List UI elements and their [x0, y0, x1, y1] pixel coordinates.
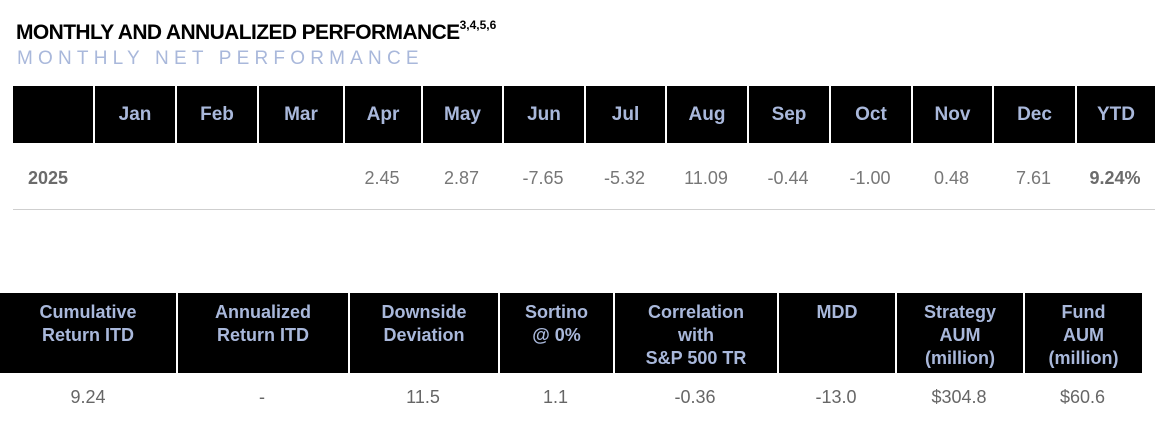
header-line: (million): [925, 348, 995, 368]
row-divider: [13, 209, 1155, 210]
title-footnote-refs: 3,4,5,6: [459, 18, 497, 32]
cell-annualized-return: -: [259, 386, 265, 407]
header-line: Annualized: [214, 302, 311, 322]
header-cell-blank: [13, 86, 93, 143]
cell-dec: 7.61: [1015, 167, 1052, 188]
header-line: (million): [1048, 348, 1119, 368]
header-cell-feb: Feb: [175, 86, 257, 143]
header-line: S&P 500 TR: [645, 348, 747, 368]
page-title: MONTHLY AND ANNUALIZED PERFORMANCE3,4,5,…: [16, 18, 497, 45]
cell-sep: -0.44: [767, 167, 809, 188]
cell-cumulative-return: 9.24: [70, 386, 106, 407]
header-cell-nov: Nov: [911, 86, 992, 143]
header-line: Fund: [1061, 302, 1106, 322]
cell-apr: 2.45: [364, 167, 400, 188]
header-fund-aum: Fund AUM (million): [1023, 293, 1142, 373]
header-cell-mar: Mar: [257, 86, 343, 143]
cell-strategy-aum: $304.8: [931, 386, 987, 407]
header-mdd: MDD: [777, 293, 895, 373]
cell-oct: -1.00: [849, 167, 891, 188]
header-line: Downside: [381, 302, 467, 322]
header-line: with: [678, 325, 714, 345]
header-line: Return ITD: [217, 325, 309, 345]
table-row: 9.24 - 11.5 1.1 -0.36 -13.0 $304.8 $60.6: [0, 378, 1142, 416]
cell-jan: [93, 150, 175, 206]
cell-correlation: -0.36: [674, 386, 716, 407]
header-cell-oct: Oct: [829, 86, 911, 143]
header-line: AUM: [1063, 325, 1104, 345]
cell-jul: -5.32: [603, 167, 646, 188]
header-cell-jan: Jan: [93, 86, 175, 143]
cell-feb: [175, 150, 257, 206]
header-cumulative-return: Cumulative Return ITD: [0, 293, 176, 373]
header-line: Strategy: [923, 302, 997, 322]
cell-jun: -7.65: [522, 167, 564, 188]
monthly-table-header: Jan Feb Mar Apr May Jun Jul Aug Sep Oct …: [13, 86, 1155, 143]
header-line: MDD: [816, 302, 858, 322]
title-text: MONTHLY AND ANNUALIZED PERFORMANCE: [16, 21, 460, 44]
header-cell-ytd: YTD: [1075, 86, 1155, 143]
header-line: Cumulative: [39, 302, 137, 322]
cell-mdd: -13.0: [815, 386, 857, 407]
header-cell-jun: Jun: [502, 86, 584, 143]
header-cell-apr: Apr: [343, 86, 421, 143]
header-cell-dec: Dec: [992, 86, 1075, 143]
section-subtitle: MONTHLY NET PERFORMANCE: [17, 48, 424, 69]
cell-sortino: 1.1: [542, 386, 569, 407]
cell-fund-aum: $60.6: [1059, 386, 1106, 407]
stats-table-header: Cumulative Return ITD Annualized Return …: [0, 293, 1142, 373]
row-year: 2025: [28, 167, 69, 188]
header-cell-may: May: [421, 86, 502, 143]
cell-nov: 0.48: [933, 167, 970, 188]
table-row: 2025 2.45 2.87 -7.65 -5.32 11.09 -0.44 -…: [13, 150, 1155, 206]
header-cell-jul: Jul: [584, 86, 665, 143]
header-line: @ 0%: [532, 325, 581, 345]
header-annualized-return: Annualized Return ITD: [176, 293, 348, 373]
header-downside-deviation: Downside Deviation: [348, 293, 498, 373]
header-line: Return ITD: [42, 325, 134, 345]
cell-downside-deviation: 11.5: [406, 386, 440, 407]
cell-ytd: 9.24%: [1089, 167, 1141, 188]
cell-aug: 11.09: [684, 167, 728, 188]
cell-mar: [257, 150, 343, 206]
header-strategy-aum: Strategy AUM (million): [895, 293, 1023, 373]
header-cell-sep: Sep: [747, 86, 829, 143]
header-line: Deviation: [383, 325, 465, 345]
header-cell-aug: Aug: [665, 86, 747, 143]
header-line: Sortino: [525, 302, 588, 322]
header-sortino: Sortino @ 0%: [498, 293, 613, 373]
header-line: AUM: [939, 325, 981, 345]
cell-may: 2.87: [443, 167, 480, 188]
header-correlation: Correlation with S&P 500 TR: [613, 293, 777, 373]
header-line: Correlation: [647, 302, 744, 322]
